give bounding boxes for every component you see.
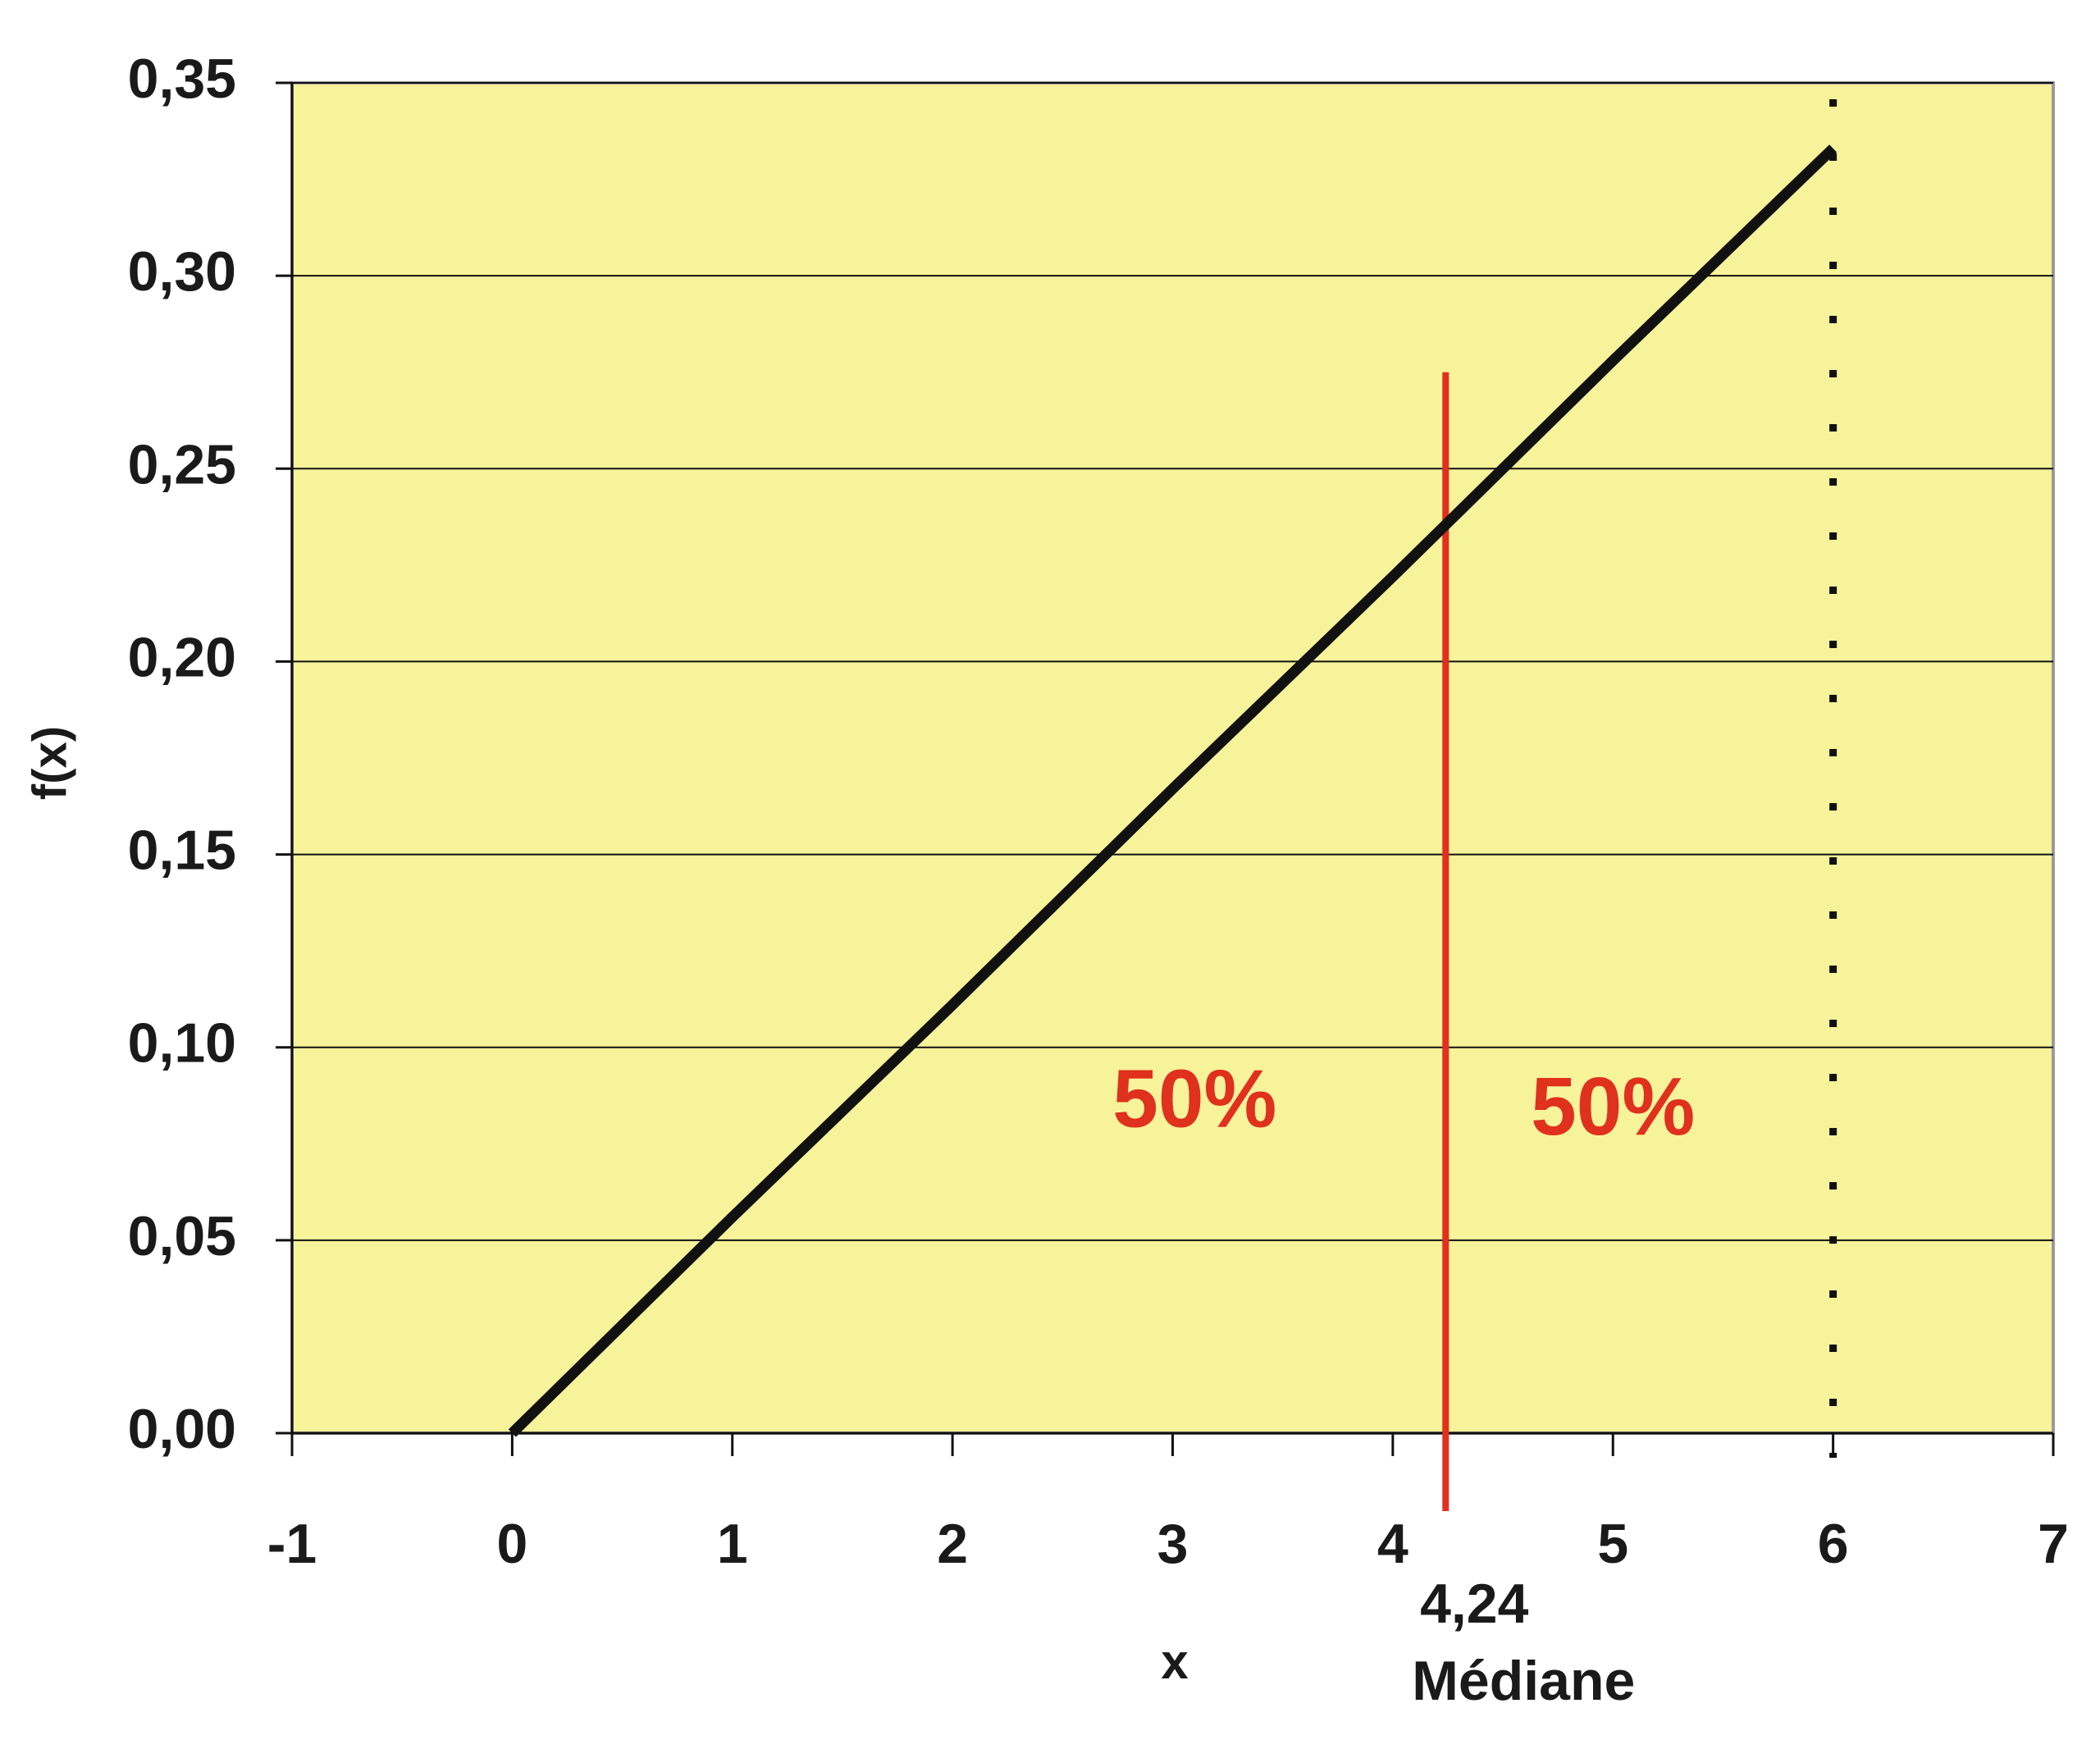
x-tick-label: 3 (1157, 1513, 1189, 1575)
x-tick-label: 7 (2038, 1513, 2069, 1575)
annotation: 50% (1112, 1053, 1276, 1145)
plot-area (290, 81, 2055, 1435)
x-tick-label: 5 (1597, 1513, 1628, 1575)
y-tick-label: 0,20 (128, 626, 236, 688)
y-tick-label: 0,35 (128, 48, 236, 110)
x-tick-label: -1 (267, 1513, 317, 1575)
y-tick-label: 0,00 (128, 1398, 236, 1460)
y-tick-label: 0,10 (128, 1012, 236, 1075)
x-tick-label: 0 (496, 1513, 527, 1575)
y-tick-label: 0,25 (128, 433, 236, 495)
data-line (508, 144, 1838, 1437)
y-tick-label: 0,30 (128, 240, 236, 303)
median-value: 4,24 (1420, 1573, 1529, 1635)
y-axis-label: f(x) (23, 726, 76, 800)
y-tick-label: 0,05 (128, 1205, 236, 1267)
x-tick-label: 2 (937, 1513, 968, 1575)
x-tick-label: 1 (717, 1513, 748, 1575)
median-text: Médiane (1412, 1650, 1635, 1712)
x-axis-label: x (1161, 1634, 1188, 1689)
x-tick-label: 4 (1377, 1513, 1408, 1575)
annotation: 50% (1531, 1061, 1695, 1153)
x-tick-label: 6 (1818, 1513, 1849, 1575)
y-tick-label: 0,15 (128, 820, 236, 882)
